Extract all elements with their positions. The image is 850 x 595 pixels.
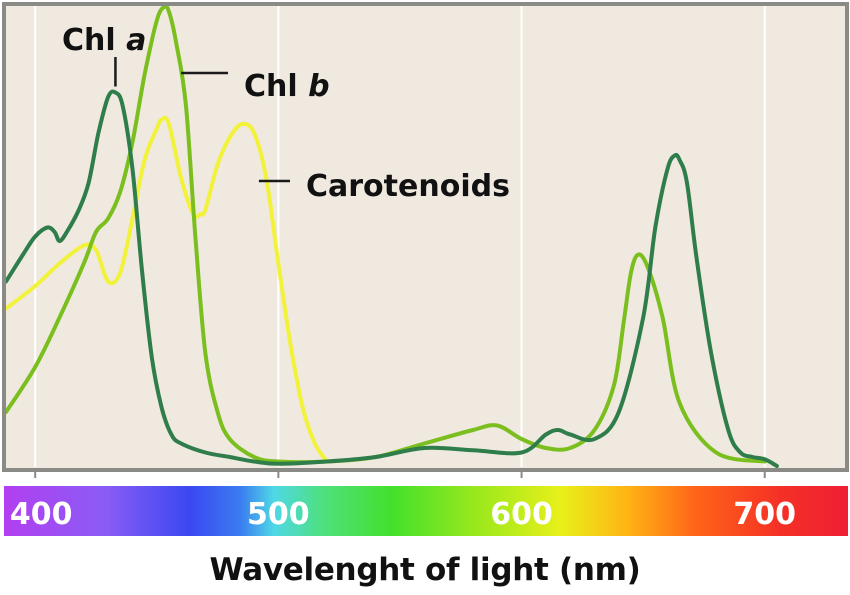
annotations: Chl a Chl b Carotenoids	[62, 23, 510, 204]
carotenoids-label: Carotenoids	[306, 169, 510, 204]
plot-frame	[2, 2, 849, 472]
series-line-chl-a	[4, 89, 779, 468]
spectrum-tick-labels: 400 500 600 700	[10, 497, 796, 532]
series-line-chl-b	[4, 4, 767, 465]
chl-a-label: Chl a	[62, 23, 146, 58]
spectrum-label-700: 700	[733, 497, 796, 532]
spectrum-label-600: 600	[490, 497, 553, 532]
visible-spectrum-bar	[4, 486, 848, 536]
series-layer	[4, 4, 779, 468]
spectrum-label-500: 500	[247, 497, 310, 532]
series-line-carotenoids	[4, 115, 329, 464]
grid-lines	[34, 6, 766, 467]
spectrum-label-400: 400	[10, 497, 73, 532]
x-axis-label: Wavelenght of light (nm)	[209, 552, 641, 588]
x-tick-marks	[34, 470, 766, 478]
chl-b-label: Chl b	[244, 69, 330, 104]
